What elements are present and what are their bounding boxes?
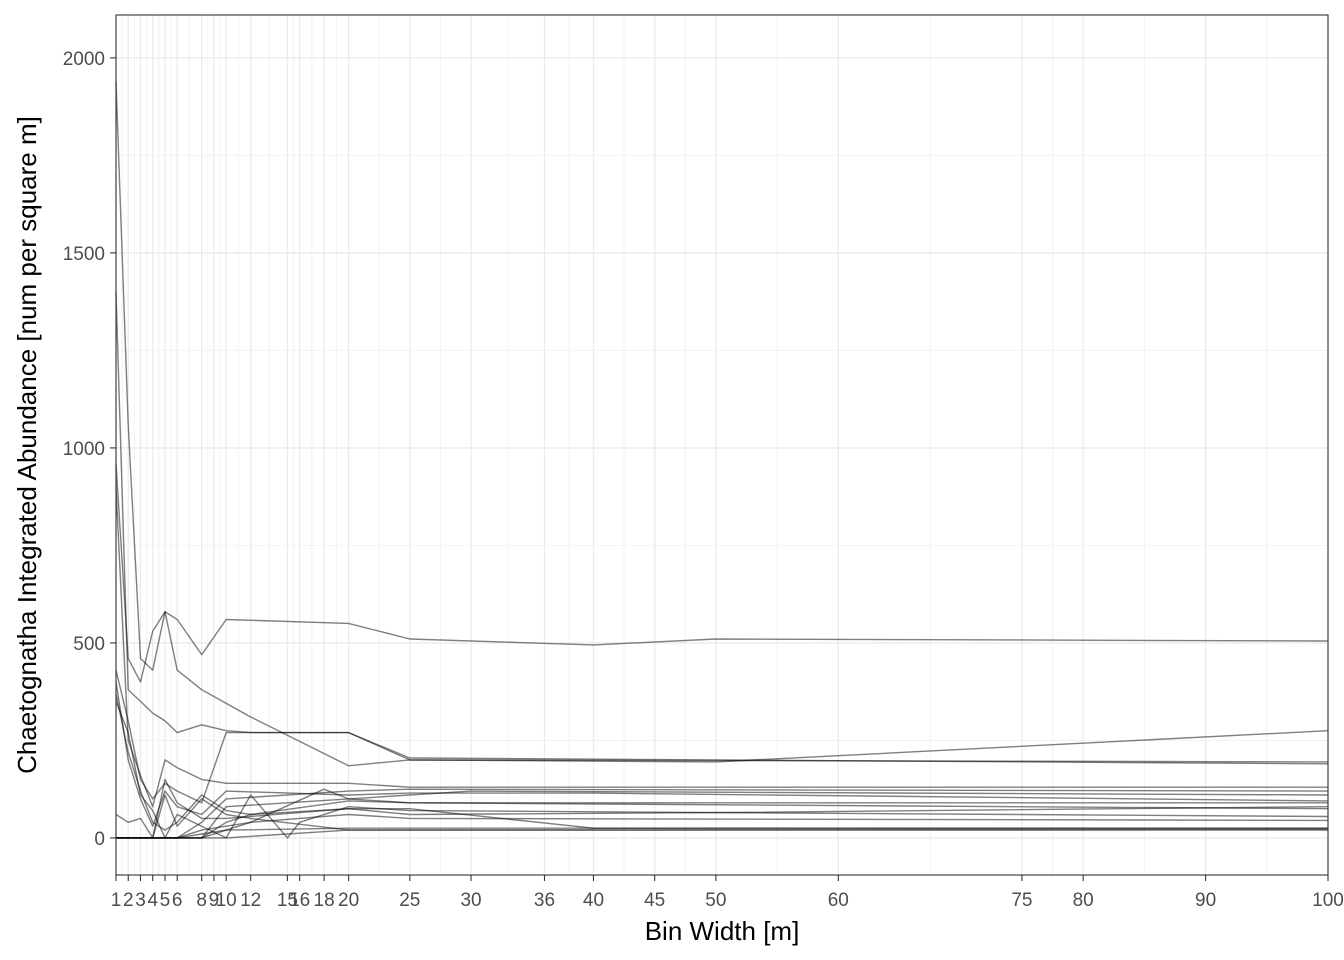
x-tick-label: 9 [209,890,220,911]
series-line-1 [115,81,1329,671]
x-tick-label: 4 [147,890,158,911]
x-tick-label: 45 [644,890,665,911]
series-lines [115,81,1329,839]
x-tick-label: 16 [289,890,310,911]
y-axis-ticks: 0 500 1000 1500 2000 [63,49,116,850]
x-tick-label: 80 [1073,890,1094,911]
x-tick-label: 3 [135,890,146,911]
x-axis-title: Bin Width [m] [645,916,800,946]
x-tick-label: 8 [196,890,207,911]
series-line-3 [115,463,1329,767]
x-tick-label: 25 [399,890,420,911]
x-tick-label: 20 [338,890,359,911]
x-tick-label: 30 [460,890,481,911]
series-line-5 [115,670,1329,804]
y-tick-label: 1000 [63,439,105,460]
y-tick-label: 500 [73,634,105,655]
panel-border [115,14,1329,876]
x-tick-label: 50 [705,890,726,911]
x-tick-label: 1 [111,890,122,911]
y-axis-title: Chaetognatha Integrated Abundance [num p… [12,116,42,774]
y-tick-label: 2000 [63,49,105,70]
x-tick-label: 100 [1312,890,1344,911]
y-tick-label: 1500 [63,244,105,265]
x-tick-label: 18 [314,890,335,911]
x-tick-label: 2 [123,890,134,911]
x-tick-label: 6 [172,890,183,911]
x-tick-label: 90 [1195,890,1216,911]
x-tick-label: 75 [1011,890,1032,911]
x-tick-label: 40 [583,890,604,911]
minor-gridlines [116,15,1328,875]
x-tick-label: 5 [160,890,171,911]
x-tick-label: 12 [240,890,261,911]
x-tick-label: 10 [216,890,237,911]
series-line-9 [115,778,1328,839]
series-line-17 [116,813,1329,839]
y-tick-label: 0 [94,829,105,850]
x-tick-label: 15 [277,890,298,911]
x-tick-label: 60 [828,890,849,911]
x-tick-label: 36 [534,890,555,911]
panel-background [116,15,1328,875]
